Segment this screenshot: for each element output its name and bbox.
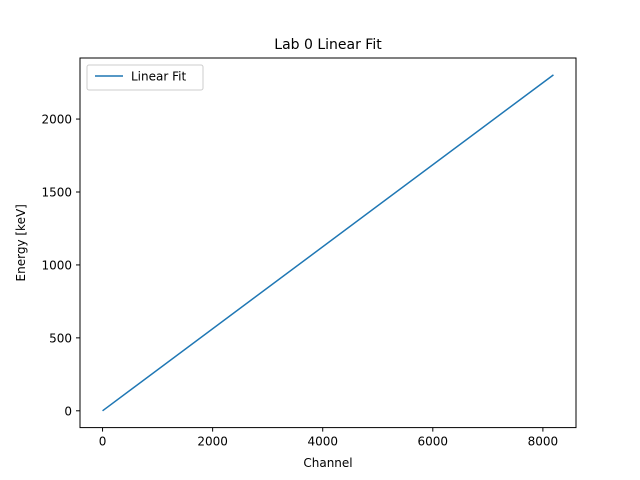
x-tick-label: 4000: [307, 435, 338, 449]
x-tick-label: 8000: [528, 435, 559, 449]
y-axis-label: Energy [keV]: [14, 204, 28, 281]
y-tick-label: 2000: [41, 113, 72, 127]
axes-frame: [79, 57, 577, 429]
y-tick-label: 0: [64, 404, 72, 418]
series-layer: [102, 74, 554, 412]
legend-box: [86, 64, 204, 91]
x-axis-label: Channel: [303, 456, 352, 470]
chart-title: Lab 0 Linear Fit: [274, 37, 382, 53]
x-tick-label: 2000: [197, 435, 228, 449]
x-tick-label: 6000: [418, 435, 449, 449]
y-tick-label: 500: [49, 331, 72, 345]
y-tick-label: 1000: [41, 258, 72, 272]
y-tick-label: 1500: [41, 185, 72, 199]
legend: Linear Fit: [86, 64, 204, 91]
series-line-linear-fit: [102, 74, 554, 412]
x-tick-label: 0: [99, 435, 107, 449]
axis-ticks: 0 2000 4000 6000 8000 0 500 1000 1500 2000: [41, 113, 558, 449]
legend-label: Linear Fit: [131, 70, 186, 84]
